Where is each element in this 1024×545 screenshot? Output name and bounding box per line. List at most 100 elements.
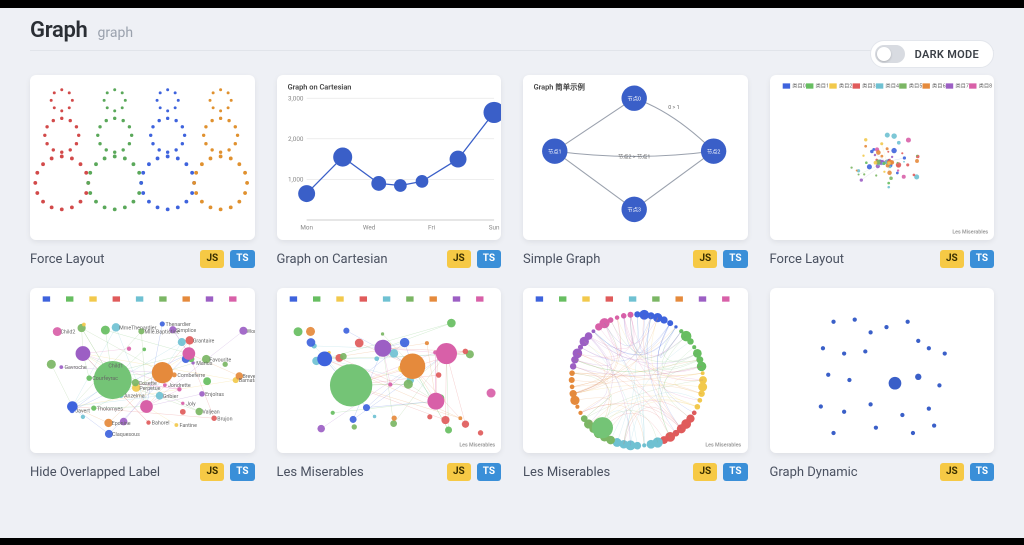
chart-card-force-layout[interactable]: Force Layout JS TS [30,75,255,268]
svg-text:Simplice: Simplice [176,328,196,334]
badges: JS TS [940,463,994,481]
svg-text:节点1: 节点1 [548,148,562,155]
svg-text:Sun: Sun [488,224,499,232]
badge-ts[interactable]: TS [477,250,501,268]
svg-text:Les Miserables: Les Miserables [705,443,741,449]
card-footer: Graph on Cartesian JS TS [277,250,502,268]
svg-text:Cosette: Cosette [139,381,157,387]
svg-text:类目2: 类目2 [838,82,852,90]
chart-thumbnail[interactable]: Graph on Cartesian1,0002,0003,000MonWedF… [277,75,502,240]
badge-ts[interactable]: TS [970,250,994,268]
svg-text:类目1: 类目1 [815,82,829,90]
svg-text:类目5: 类目5 [908,82,922,90]
card-footer: Force Layout JS TS [30,250,255,268]
svg-text:Favourite: Favourite [209,357,231,363]
svg-text:0 > 1: 0 > 1 [668,105,679,111]
chart-thumbnail[interactable] [770,288,995,453]
svg-text:Wed: Wed [362,224,375,232]
badges: JS TS [200,463,254,481]
svg-text:Gribier: Gribier [163,394,179,400]
chart-card-simple-graph[interactable]: Graph 简单示例0 > 1节点2 > 节点1节点0节点1节点2节点3Simp… [523,75,748,268]
svg-text:Jondrette: Jondrette [168,383,191,389]
svg-text:Fantine: Fantine [180,423,198,429]
card-title: Les Miserables [523,465,610,480]
svg-text:Grantaire: Grantaire [193,339,215,345]
svg-text:Eponine: Eponine [112,421,131,427]
badge-ts[interactable]: TS [230,250,254,268]
svg-text:Bahorel: Bahorel [152,421,170,427]
svg-text:Fri: Fri [428,224,436,232]
svg-text:类目3: 类目3 [862,82,876,90]
svg-text:Gavroche: Gavroche [64,365,86,371]
chart-thumbnail[interactable]: Graph 简单示例0 > 1节点2 > 节点1节点0节点1节点2节点3 [523,75,748,240]
svg-text:Child2: Child2 [60,330,75,336]
svg-text:Brujon: Brujon [217,416,232,422]
chart-thumbnail[interactable]: FantineTholomyesFavouriteBamataboisPerpe… [30,288,255,453]
svg-text:Mon: Mon [300,224,313,232]
chart-thumbnail[interactable]: Les Miserables [523,288,748,453]
chart-thumbnail[interactable]: 类目0类目1类目2类目3类目4类目5类目6类目7类目8Les Miserable… [770,75,995,240]
svg-text:Valjean: Valjean [202,410,219,416]
card-title: Graph on Cartesian [277,252,388,267]
svg-text:Courfeyrac: Courfeyrac [92,375,118,382]
header: Graph graph DARK MODE [30,8,994,51]
dark-mode-label: DARK MODE [915,48,979,61]
card-footer: Hide Overlapped Label JS TS [30,463,255,481]
chart-card-force-layout-2[interactable]: 类目0类目1类目2类目3类目4类目5类目6类目7类目8Les Miserable… [770,75,995,268]
svg-text:Joly: Joly [186,401,196,407]
badge-js[interactable]: JS [940,250,964,268]
svg-text:Claquesous: Claquesous [112,432,140,438]
toggle-track [875,45,905,63]
chart-card-les-mis-circle[interactable]: Les Miserables Les Miserables JS TS [523,288,748,481]
badge-js[interactable]: JS [200,250,224,268]
badges: JS TS [447,463,501,481]
cards-grid: Force LayoutJSTSGraph on Cartesian1,0002… [30,75,994,481]
chart-card-graph-cartesian[interactable]: Graph on Cartesian1,0002,0003,000MonWedF… [277,75,502,268]
svg-text:类目4: 类目4 [885,82,899,90]
chart-card-graph-dynamic[interactable]: Graph Dynamic JS TS [770,288,995,481]
chart-thumbnail[interactable]: Les Miserables [277,288,502,453]
dark-mode-toggle[interactable]: DARK MODE [870,40,994,68]
card-footer: Force Layout JS TS [770,250,995,268]
badge-ts[interactable]: TS [477,463,501,481]
badge-js[interactable]: JS [693,250,717,268]
svg-text:Brevet: Brevet [242,374,254,380]
card-title: Graph Dynamic [770,465,858,480]
badge-js[interactable]: JS [447,463,471,481]
badge-ts[interactable]: TS [970,463,994,481]
page-subtitle: graph [98,25,134,41]
card-footer: Les Miserables JS TS [277,463,502,481]
page-title: Graph [30,18,88,43]
badges: JS TS [447,250,501,268]
badge-ts[interactable]: TS [723,250,747,268]
svg-text:3,000: 3,000 [287,94,303,102]
badge-js[interactable]: JS [940,463,964,481]
svg-text:Combeferre: Combeferre [177,372,205,379]
badge-js[interactable]: JS [447,250,471,268]
svg-text:节点2 > 节点1: 节点2 > 节点1 [618,154,650,161]
badge-ts[interactable]: TS [230,463,254,481]
card-title: Hide Overlapped Label [30,465,160,480]
card-title: Les Miserables [277,465,364,480]
badges: JS TS [200,250,254,268]
title-block: Graph graph [30,18,133,43]
badge-ts[interactable]: TS [723,463,747,481]
svg-text:Javert: Javert [75,409,90,415]
card-title: Force Layout [30,252,105,267]
card-footer: Simple GraphJSTS [523,250,748,268]
badges: JS TS [693,250,747,268]
badge-js[interactable]: JS [693,463,717,481]
svg-text:节点2: 节点2 [707,148,721,155]
chart-thumbnail[interactable] [30,75,255,240]
chart-card-hide-overlapped[interactable]: FantineTholomyesFavouriteBamataboisPerpe… [30,288,255,481]
svg-text:Graph 简单示例: Graph 简单示例 [534,82,585,92]
svg-text:Enjolras: Enjolras [205,392,224,398]
svg-text:Les Miserables: Les Miserables [459,443,495,449]
toggle-knob [877,47,891,61]
svg-text:类目7: 类目7 [955,82,969,90]
card-title: Force Layout [770,252,845,267]
svg-text:类目6: 类目6 [932,82,946,90]
badge-js[interactable]: JS [200,463,224,481]
chart-card-les-mis-force[interactable]: Les Miserables Les Miserables JS TS [277,288,502,481]
gallery-page: Graph graph DARK MODE Force LayoutJSTSGr… [0,8,1024,538]
